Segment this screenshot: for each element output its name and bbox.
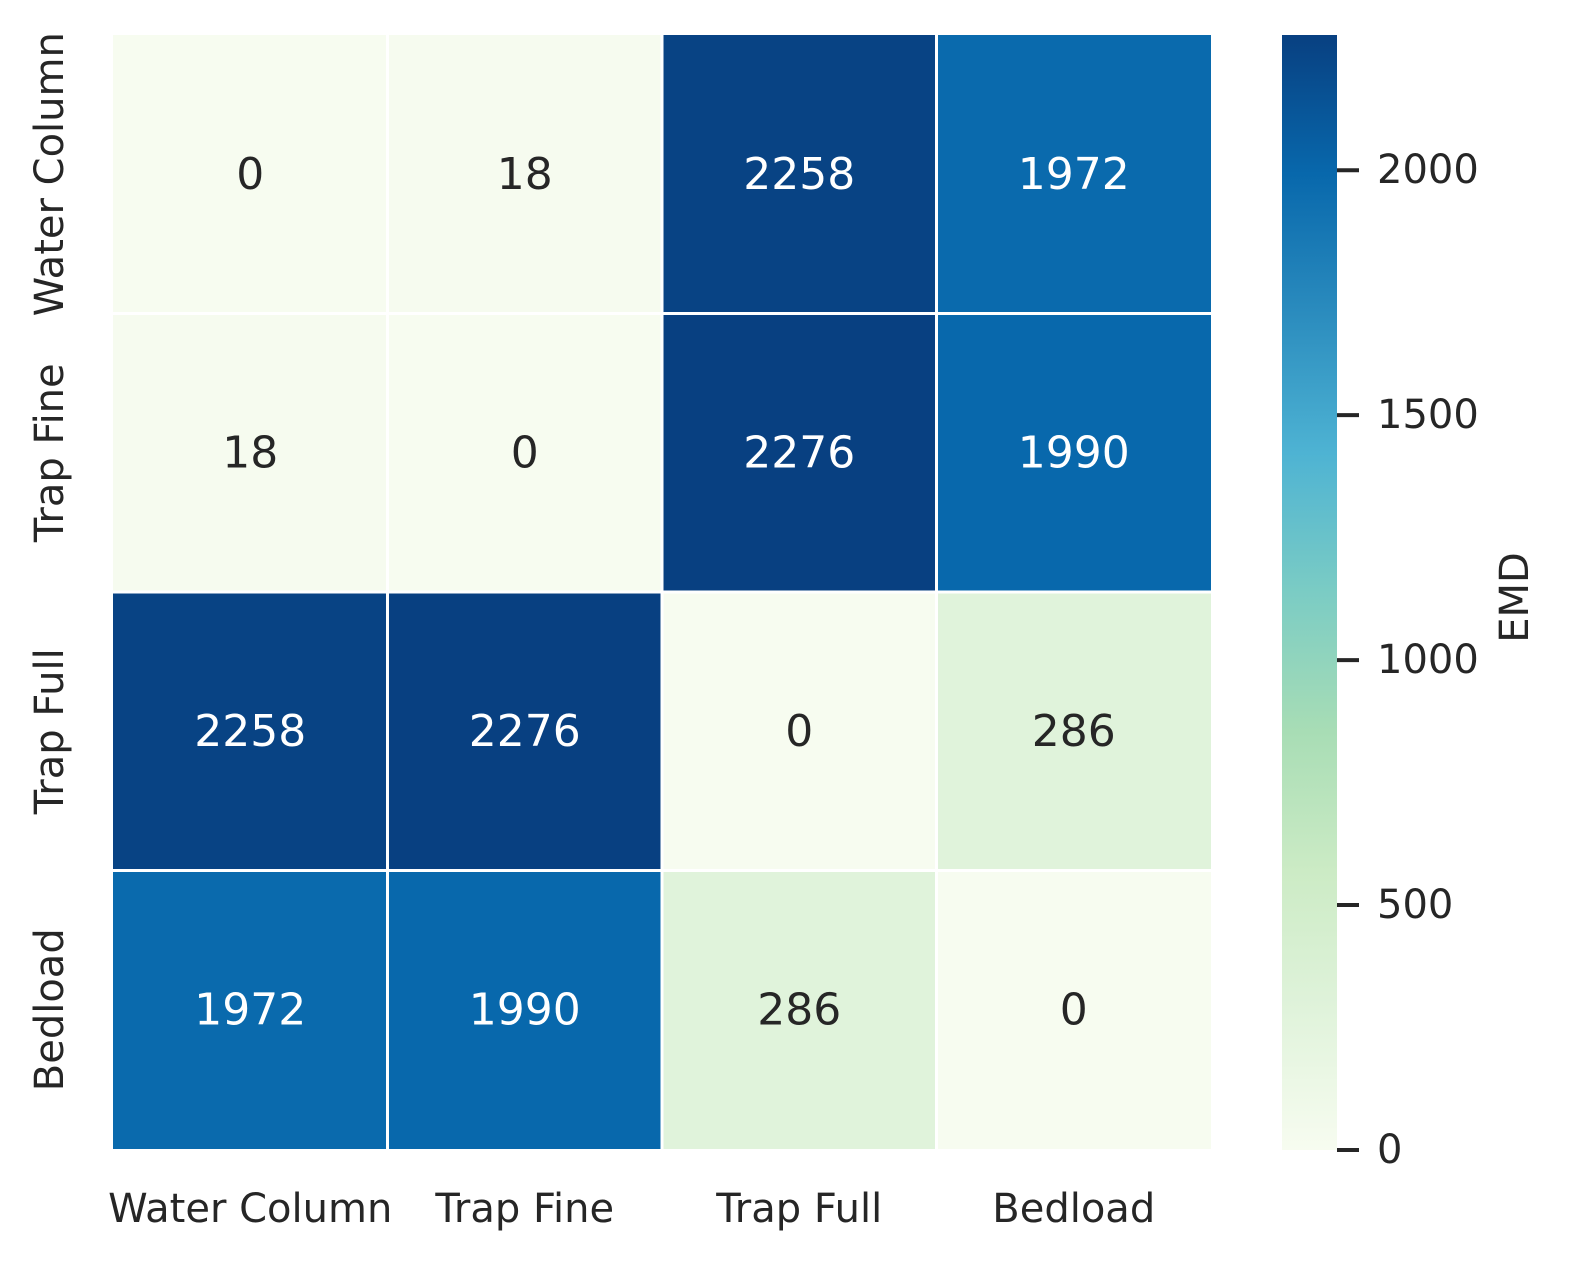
colorbar-tick-label-4: 2000 bbox=[1377, 147, 1479, 193]
x-tick-label-0: Water Column bbox=[108, 1186, 392, 1232]
heatmap-cell-r3-c0 bbox=[113, 872, 386, 1149]
heatmap-cell-r3-c2 bbox=[663, 872, 935, 1149]
heatmap-cell-value-r1-c2: 2276 bbox=[743, 427, 855, 478]
y-tick-label-3: Bedload bbox=[27, 928, 73, 1091]
y-tick-label-0: Water Column bbox=[27, 32, 73, 316]
heatmap-cell-r2-c2 bbox=[663, 593, 935, 869]
heatmap-cell-r1-c2 bbox=[663, 315, 935, 591]
colorbar: 0 500 1000 1500 2000 EMD bbox=[1282, 35, 1538, 1173]
heatmap-cell-r0-c2 bbox=[663, 35, 935, 312]
heatmap-cell-r3-c3 bbox=[938, 872, 1211, 1149]
heatmap-cell-value-r2-c0: 2258 bbox=[194, 706, 306, 757]
heatmap-cell-value-r1-c3: 1990 bbox=[1018, 427, 1130, 478]
colorbar-tick-label-0: 0 bbox=[1377, 1127, 1402, 1173]
heatmap-cell-value-r3-c1: 1990 bbox=[469, 984, 581, 1035]
heatmap-cell-value-r2-c1: 2276 bbox=[469, 706, 581, 757]
heatmap-cell-value-r2-c3: 286 bbox=[1032, 706, 1116, 757]
heatmap-cell-r0-c3 bbox=[938, 35, 1211, 312]
x-tick-label-3: Bedload bbox=[992, 1186, 1155, 1232]
x-axis-tick-labels: Water Column Trap Fine Trap Full Bedload bbox=[108, 1186, 1155, 1232]
colorbar-tick-label-3: 1500 bbox=[1377, 392, 1479, 438]
heatmap-cell-value-r2-c2: 0 bbox=[785, 706, 813, 757]
x-tick-label-1: Trap Fine bbox=[434, 1186, 614, 1232]
heatmap-cell-r1-c0 bbox=[113, 315, 386, 591]
y-tick-label-1: Trap Fine bbox=[27, 363, 73, 543]
heatmap-cell-r2-c3 bbox=[938, 593, 1211, 869]
colorbar-tick-label-1: 500 bbox=[1377, 882, 1453, 928]
heatmap-cell-value-r3-c0: 1972 bbox=[194, 984, 306, 1035]
heatmap-cell-value-r1-c0: 18 bbox=[222, 427, 278, 478]
heatmap-cell-r1-c3 bbox=[938, 315, 1211, 591]
heatmap-cell-value-r0-c2: 2258 bbox=[743, 149, 855, 200]
heatmap-cell-value-r3-c3: 0 bbox=[1060, 984, 1088, 1035]
heatmap-cell-value-r3-c2: 286 bbox=[757, 984, 841, 1035]
heatmap-cell-r2-c0 bbox=[113, 593, 386, 869]
colorbar-ticks: 0 500 1000 1500 2000 bbox=[1337, 147, 1479, 1173]
colorbar-gradient-bar bbox=[1282, 35, 1337, 1150]
colorbar-label: EMD bbox=[1492, 552, 1538, 643]
heatmap-cell-value-r0-c1: 18 bbox=[497, 149, 553, 200]
heatmap-cell-r0-c1 bbox=[389, 35, 661, 312]
y-tick-label-2: Trap Full bbox=[27, 648, 73, 815]
heatmap-cells bbox=[113, 35, 1211, 1149]
y-axis-tick-labels: Water Column Trap Fine Trap Full Bedload bbox=[27, 32, 73, 1091]
heatmap-cell-r3-c1 bbox=[389, 872, 661, 1149]
heatmap-cell-r0-c0 bbox=[113, 35, 386, 312]
colorbar-tick-label-2: 1000 bbox=[1377, 637, 1479, 683]
heatmap-cell-value-r1-c1: 0 bbox=[511, 427, 539, 478]
x-tick-label-2: Trap Full bbox=[715, 1186, 882, 1232]
heatmap-cell-labels: 0 18 2258 1972 18 0 2276 1990 2258 2276 0 286 1972 19… bbox=[194, 149, 1129, 1036]
heatmap-cell-value-r0-c3: 1972 bbox=[1018, 149, 1130, 200]
heatmap-cell-r1-c1 bbox=[389, 315, 661, 591]
heatmap-cell-r2-c1 bbox=[389, 593, 661, 869]
heatmap-cell-value-r0-c0: 0 bbox=[236, 149, 264, 200]
